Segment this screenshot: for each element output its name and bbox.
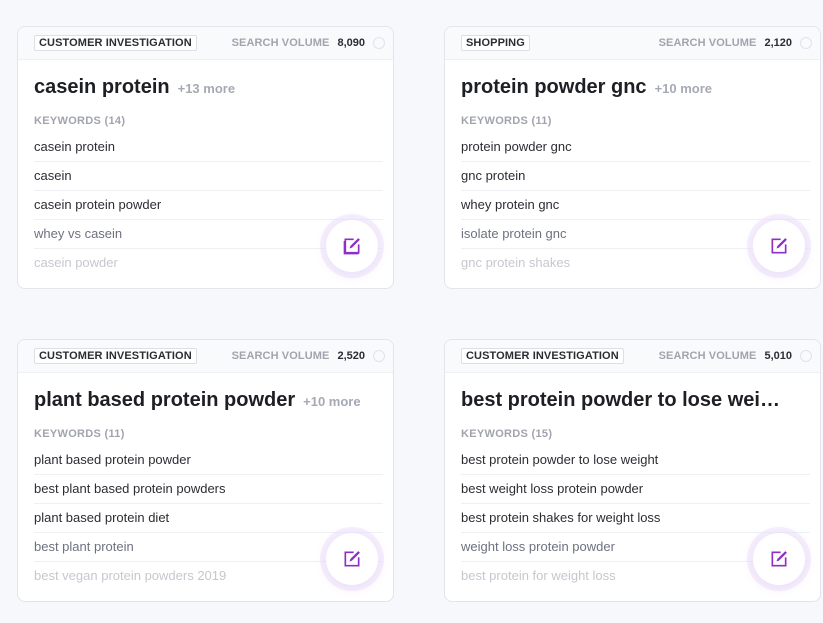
edit-cluster-button[interactable] bbox=[326, 533, 378, 585]
info-icon[interactable] bbox=[800, 37, 812, 49]
search-volume-label: SEARCH VOLUME bbox=[658, 350, 757, 362]
card-title-row: plant based protein powder +10 more bbox=[18, 373, 393, 412]
search-volume-value: 2,120 bbox=[764, 37, 792, 49]
keyword-item: whey vs casein bbox=[34, 220, 383, 249]
search-volume-label: SEARCH VOLUME bbox=[231, 37, 330, 49]
keyword-item: isolate protein gnc bbox=[461, 220, 810, 249]
keyword-item: best weight loss protein powder bbox=[461, 475, 810, 504]
keyword-item: best protein for weight loss bbox=[461, 568, 616, 583]
keywords-count-label: KEYWORDS (14) bbox=[34, 115, 126, 127]
card-header: SHOPPING SEARCH VOLUME 2,120 bbox=[445, 27, 820, 60]
more-keywords-count: +13 more bbox=[177, 81, 236, 96]
keyword-cluster-card[interactable]: CUSTOMER INVESTIGATION SEARCH VOLUME 8,0… bbox=[17, 26, 394, 289]
edit-icon bbox=[342, 549, 362, 569]
keyword-item: casein protein powder bbox=[34, 191, 383, 220]
edit-cluster-button[interactable] bbox=[326, 220, 378, 272]
edit-cluster-button[interactable] bbox=[753, 220, 805, 272]
keyword-cluster-card[interactable]: CUSTOMER INVESTIGATION SEARCH VOLUME 2,5… bbox=[17, 339, 394, 602]
keyword-list: best protein powder to lose weight best … bbox=[445, 446, 820, 590]
search-volume-value: 2,520 bbox=[337, 350, 365, 362]
edit-icon bbox=[769, 236, 789, 256]
info-icon[interactable] bbox=[373, 37, 385, 49]
edit-icon bbox=[769, 549, 789, 569]
intent-badge: CUSTOMER INVESTIGATION bbox=[34, 35, 197, 51]
card-header: CUSTOMER INVESTIGATION SEARCH VOLUME 8,0… bbox=[18, 27, 393, 60]
keyword-item: casein bbox=[34, 162, 383, 191]
card-header: CUSTOMER INVESTIGATION SEARCH VOLUME 5,0… bbox=[445, 340, 820, 373]
search-volume-label: SEARCH VOLUME bbox=[658, 37, 757, 49]
info-icon[interactable] bbox=[373, 350, 385, 362]
intent-badge: CUSTOMER INVESTIGATION bbox=[34, 348, 197, 364]
more-keywords-count: +10 more bbox=[654, 81, 713, 96]
search-volume-value: 8,090 bbox=[337, 37, 365, 49]
keyword-item: casein protein bbox=[34, 133, 383, 162]
keyword-item: weight loss protein powder bbox=[461, 533, 810, 562]
intent-badge: SHOPPING bbox=[461, 35, 530, 51]
search-volume-label: SEARCH VOLUME bbox=[231, 350, 330, 362]
keyword-item: best vegan protein powders 2019 bbox=[34, 568, 227, 583]
card-title-row: protein powder gnc +10 more bbox=[445, 60, 820, 99]
keyword-item: gnc protein shakes bbox=[461, 255, 571, 270]
keyword-cluster-card[interactable]: CUSTOMER INVESTIGATION SEARCH VOLUME 5,0… bbox=[444, 339, 821, 602]
keyword-item: best plant based protein powders bbox=[34, 475, 383, 504]
keyword-list: casein protein casein casein protein pow… bbox=[18, 133, 393, 277]
card-header: CUSTOMER INVESTIGATION SEARCH VOLUME 2,5… bbox=[18, 340, 393, 373]
keyword-item: plant based protein powder bbox=[34, 446, 383, 475]
keyword-item: casein powder bbox=[34, 255, 118, 270]
more-keywords-count: +10 more bbox=[303, 394, 361, 409]
card-title-row: casein protein +13 more bbox=[18, 60, 393, 99]
intent-badge: CUSTOMER INVESTIGATION bbox=[461, 348, 624, 364]
cluster-title: casein protein bbox=[34, 76, 170, 98]
keyword-item: gnc protein bbox=[461, 162, 810, 191]
keyword-item: best protein powder to lose weight bbox=[461, 446, 810, 475]
keyword-item: best protein shakes for weight loss bbox=[461, 504, 810, 533]
keyword-item: best plant protein bbox=[34, 533, 383, 562]
keyword-item: whey protein gnc bbox=[461, 191, 810, 220]
edit-cluster-button[interactable] bbox=[753, 533, 805, 585]
cluster-title: plant based protein powder bbox=[34, 389, 296, 411]
info-icon[interactable] bbox=[800, 350, 812, 362]
card-title-row: best protein powder to lose weight… bbox=[445, 373, 820, 412]
keyword-item: plant based protein diet bbox=[34, 504, 383, 533]
keywords-count-label: KEYWORDS (11) bbox=[461, 115, 552, 127]
keywords-count-label: KEYWORDS (15) bbox=[461, 428, 553, 440]
keywords-count-label: KEYWORDS (11) bbox=[34, 428, 125, 440]
keyword-list: protein powder gnc gnc protein whey prot… bbox=[445, 133, 820, 277]
keyword-list: plant based protein powder best plant ba… bbox=[18, 446, 393, 590]
keyword-cluster-card[interactable]: SHOPPING SEARCH VOLUME 2,120 protein pow… bbox=[444, 26, 821, 289]
edit-icon bbox=[342, 236, 362, 256]
search-volume-value: 5,010 bbox=[764, 350, 792, 362]
cluster-title: best protein powder to lose weight… bbox=[461, 389, 791, 411]
keyword-item: protein powder gnc bbox=[461, 133, 810, 162]
cluster-title: protein powder gnc bbox=[461, 76, 647, 98]
